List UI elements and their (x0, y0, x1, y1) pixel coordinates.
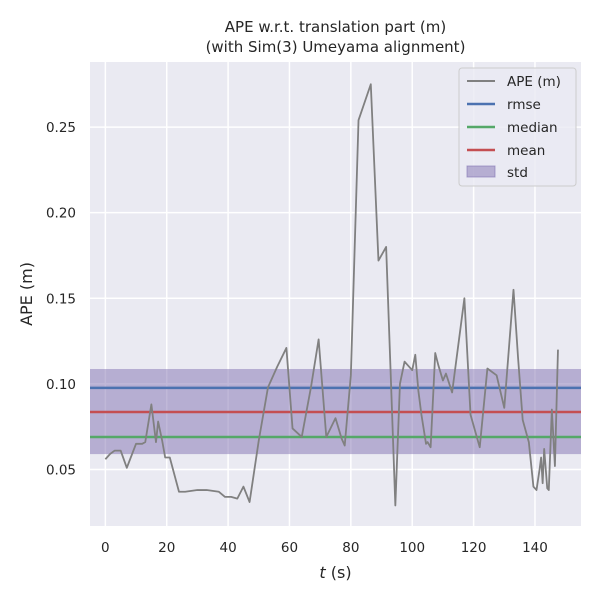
x-tick-label: 140 (522, 540, 548, 556)
legend-label-rmse: rmse (507, 97, 541, 113)
y-tick-label: 0.05 (46, 462, 76, 478)
x-tick-label: 120 (461, 540, 487, 556)
chart-title-line-2: (with Sim(3) Umeyama alignment) (206, 38, 466, 56)
x-tick-label: 100 (399, 540, 425, 556)
x-tick-label: 20 (158, 540, 175, 556)
x-tick-label: 40 (220, 540, 237, 556)
legend-label-median: median (507, 120, 558, 136)
y-tick-label: 0.25 (46, 120, 76, 136)
ape-series-line (104, 83, 559, 507)
x-tick-labels: 0 20 40 60 80 100 120 140 (101, 540, 548, 556)
x-tick-label: 80 (342, 540, 359, 556)
chart-title-line-1: APE w.r.t. translation part (m) (225, 18, 446, 36)
legend-label-std: std (507, 165, 528, 181)
legend-box (458, 67, 577, 187)
y-axis-label: APE (m) (17, 262, 36, 326)
x-tick-label: 0 (101, 540, 110, 556)
legend: APE (m) rmse median mean std (458, 67, 577, 187)
y-tick-label: 0.15 (46, 291, 76, 307)
y-tick-label: 0.20 (46, 206, 76, 222)
legend-label-ape: APE (m) (507, 74, 561, 90)
x-tick-label: 60 (281, 540, 298, 556)
y-tick-label: 0.10 (46, 377, 76, 393)
series-group (104, 83, 559, 507)
x-axis-label: t (s) (319, 563, 351, 582)
legend-swatch-std (466, 165, 496, 178)
x-axis-label-unit: (s) (326, 563, 352, 582)
x-axis-label-var: t (319, 563, 326, 582)
legend-label-mean: mean (507, 143, 545, 159)
y-tick-labels: 0.05 0.10 0.15 0.20 0.25 (46, 120, 76, 478)
